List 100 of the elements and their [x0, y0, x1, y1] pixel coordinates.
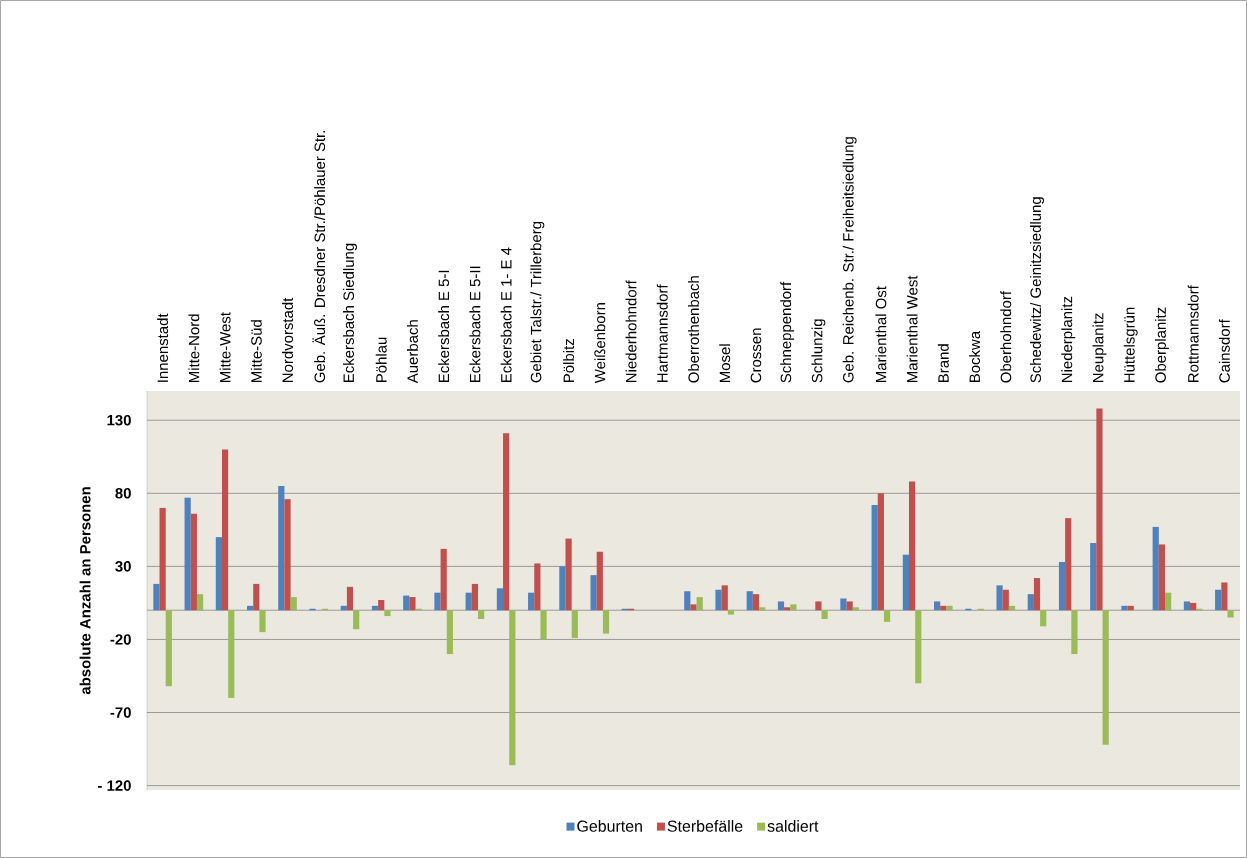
- bar: [1158, 544, 1166, 611]
- x-tick-label: Mitte-Nord: [188, 314, 200, 382]
- x-tick-label: Pölbitz: [563, 339, 575, 382]
- bar: [215, 537, 222, 611]
- bar: [278, 485, 285, 611]
- x-tick-label: Innenstadt: [157, 313, 169, 382]
- bar: [596, 551, 603, 611]
- x-tick-label: Niederhohndorf: [625, 280, 637, 382]
- bar: [1165, 592, 1172, 611]
- bar: [440, 548, 447, 611]
- x-tick-label: Schneppendorf: [780, 281, 795, 383]
- bar: [602, 610, 610, 634]
- bar: [996, 585, 1003, 611]
- bar: [403, 595, 410, 611]
- x-tick-label: Niederplanitz: [1061, 296, 1076, 382]
- x-tick-label: Oberrothenbach: [688, 276, 699, 383]
- x-tick-label: Hüttelsgrün: [1123, 307, 1138, 382]
- x-tick-label: Nordvorstadt: [282, 297, 294, 382]
- bar: [153, 583, 160, 611]
- x-tick-label: Weißenborn: [594, 303, 606, 384]
- bar: [715, 589, 722, 611]
- y-tick-label: 130: [107, 414, 131, 426]
- y-tick-label: -20: [110, 634, 131, 645]
- bar: [840, 598, 847, 611]
- bar: [565, 538, 572, 611]
- x-tick-label: Eckersbach E 1- E 4: [500, 247, 512, 382]
- bar: [196, 594, 204, 611]
- x-tick-label: Bockwa: [969, 330, 981, 382]
- bar: [290, 597, 297, 611]
- x-tick-label: Mitte-Süd: [250, 320, 262, 382]
- bar: [1096, 408, 1103, 611]
- x-tick-label: Eckersbach E 5-I: [438, 270, 450, 382]
- bar: [1183, 601, 1191, 611]
- bar: [284, 499, 291, 611]
- bar: [690, 604, 697, 611]
- bar: [1002, 589, 1009, 611]
- bar: [784, 607, 791, 611]
- bar: [503, 433, 510, 611]
- bar: [478, 610, 485, 619]
- x-tick-label: Crossen: [750, 328, 762, 383]
- bar: [934, 601, 941, 611]
- bar: [877, 493, 884, 611]
- y-tick-label: 30: [115, 561, 131, 572]
- legend-label: Geburten: [577, 820, 642, 832]
- x-tick-label: Cainsdorf: [1218, 319, 1230, 383]
- bar: [1215, 589, 1222, 611]
- y-tick-label: -70: [110, 707, 131, 718]
- bar: [465, 592, 472, 611]
- bar: [696, 597, 703, 611]
- y-tick-label: - 120: [98, 780, 131, 791]
- bar: [378, 599, 385, 611]
- legend-label: saldiert: [767, 820, 819, 832]
- bar: [871, 504, 878, 611]
- bar: [746, 591, 753, 611]
- bar: [190, 513, 197, 611]
- bar: [752, 594, 760, 611]
- bar: [1190, 602, 1197, 611]
- x-tick-label: Schedewitz/ Geinitzsiedlung: [1030, 197, 1044, 383]
- x-tick-label: Mosel: [719, 344, 731, 382]
- bar: [434, 592, 441, 611]
- bar: [259, 610, 266, 633]
- bar: [790, 604, 797, 611]
- bar: [1065, 518, 1072, 611]
- y-tick-label: 80: [115, 488, 131, 499]
- bar: [946, 605, 953, 611]
- bar: [846, 601, 853, 611]
- bar: [228, 610, 235, 698]
- bar: [1121, 605, 1128, 611]
- bar: [353, 610, 360, 630]
- bar: [540, 610, 547, 640]
- bar: [1058, 561, 1066, 611]
- bar: [346, 586, 354, 611]
- bar: [184, 497, 191, 611]
- x-tick-label: Rottmannsdorf: [1187, 285, 1199, 382]
- y-axis-title: absolute Anzahl an Personen: [79, 487, 91, 695]
- x-tick-label: Pöhlau: [375, 337, 387, 382]
- x-tick-label: Oberhohndorf: [1000, 290, 1012, 383]
- bar: [509, 610, 516, 766]
- bar: [908, 481, 916, 611]
- x-tick-label: Oberplanitz: [1154, 307, 1169, 383]
- bar: [253, 583, 260, 611]
- x-tick-label: Brand: [937, 344, 949, 382]
- bar: [1152, 526, 1159, 611]
- bar: [1033, 578, 1041, 611]
- bar: [528, 592, 535, 611]
- bar: [1027, 594, 1034, 611]
- bar: [496, 588, 504, 611]
- bar: [777, 601, 785, 611]
- bar: [534, 563, 541, 611]
- bar: [221, 449, 229, 611]
- bar: [759, 607, 766, 611]
- bar: [409, 597, 416, 611]
- bar: [571, 610, 578, 638]
- bar: [590, 575, 597, 611]
- bar: [1227, 610, 1234, 618]
- x-tick-label: Neuplanitz: [1092, 313, 1107, 382]
- x-tick-label: Gebiet Talstr./ Trillerberg: [530, 221, 545, 383]
- x-tick-label: Marienthal West: [906, 275, 918, 382]
- bar: [1040, 610, 1047, 627]
- x-tick-label: Eckersbach E 5-II: [469, 266, 481, 382]
